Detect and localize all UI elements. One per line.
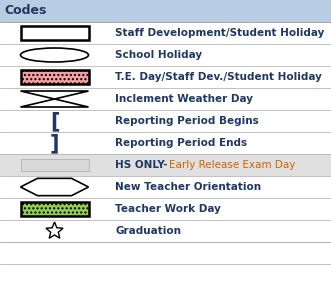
- Bar: [21, 70, 88, 84]
- Text: Reporting Period Ends: Reporting Period Ends: [115, 138, 247, 148]
- Bar: [0, 0, 331, 22]
- Text: New Teacher Orientation: New Teacher Orientation: [115, 182, 261, 192]
- Text: Reporting Period Begins: Reporting Period Begins: [115, 116, 259, 126]
- Text: ]: ]: [50, 133, 59, 153]
- Text: [: [: [50, 111, 59, 131]
- Text: Teacher Work Day: Teacher Work Day: [115, 204, 221, 214]
- Bar: [0, 154, 331, 176]
- Polygon shape: [21, 178, 88, 196]
- Text: School Holiday: School Holiday: [115, 50, 202, 60]
- Bar: [21, 159, 88, 171]
- Bar: [21, 202, 88, 216]
- Polygon shape: [46, 222, 63, 238]
- Polygon shape: [21, 99, 88, 107]
- Text: HS ONLY-: HS ONLY-: [115, 160, 171, 170]
- Text: Early Release Exam Day: Early Release Exam Day: [169, 160, 296, 170]
- Polygon shape: [21, 91, 88, 99]
- Text: T.E. Day/Staff Dev./Student Holiday: T.E. Day/Staff Dev./Student Holiday: [115, 72, 322, 82]
- Text: Graduation: Graduation: [115, 226, 181, 236]
- Text: Codes: Codes: [4, 4, 46, 17]
- Text: Staff Development/Student Holiday: Staff Development/Student Holiday: [115, 28, 324, 38]
- Ellipse shape: [21, 48, 88, 62]
- Bar: [21, 26, 88, 40]
- Text: Inclement Weather Day: Inclement Weather Day: [115, 94, 253, 104]
